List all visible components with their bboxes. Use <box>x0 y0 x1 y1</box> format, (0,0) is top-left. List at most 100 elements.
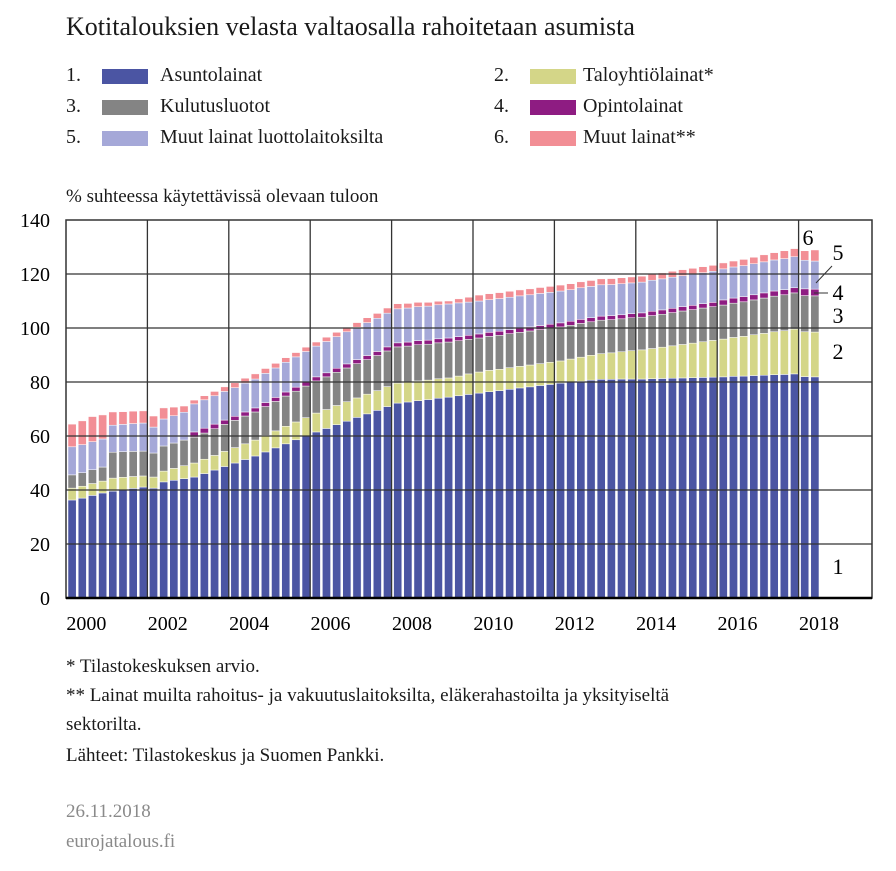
bar-segment-4 <box>373 351 382 356</box>
bar-segment-6 <box>393 303 403 310</box>
bar-segment-3 <box>281 395 291 427</box>
bar-segment-3 <box>484 336 494 371</box>
bar-segment-1 <box>607 379 616 599</box>
legend-number: 3. <box>66 95 81 117</box>
bar-segment-4 <box>454 336 464 341</box>
bar-segment-2 <box>545 362 555 385</box>
bar-segment-3 <box>159 445 169 472</box>
bar-segment-2 <box>322 409 331 429</box>
bar-segment-4 <box>250 407 260 413</box>
bar-segment-3 <box>444 341 453 379</box>
bar-segment-3 <box>311 380 321 414</box>
bar-segment-5 <box>128 423 138 452</box>
bar-segment-5 <box>322 341 331 374</box>
bar-segment-2 <box>759 333 769 376</box>
bar-segment-2 <box>423 379 433 400</box>
bar-segment-3 <box>688 309 698 344</box>
bar-segment-3 <box>413 344 423 382</box>
bar-segment-4 <box>362 355 372 360</box>
bar-segment-5 <box>556 290 565 324</box>
bar-segment-4 <box>586 317 596 323</box>
bar-segment-2 <box>769 331 779 375</box>
bar-segment-5 <box>729 266 738 299</box>
bar-segment-4 <box>749 294 759 301</box>
bar-segment-6 <box>383 307 392 314</box>
bar-segment-6 <box>159 407 169 420</box>
bar-segment-6 <box>647 274 657 281</box>
legend-swatch <box>530 69 576 84</box>
bar-segment-4 <box>556 322 565 328</box>
bar-segment-3 <box>403 345 413 383</box>
bar-segment-6 <box>322 336 331 342</box>
bar-segment-6 <box>444 300 453 305</box>
bar-segment-2 <box>525 364 535 388</box>
bar-segment-3 <box>566 325 576 360</box>
bar-segment-4 <box>403 341 413 347</box>
bar-segment-4 <box>627 313 637 318</box>
bar-segment-5 <box>434 304 443 340</box>
bar-segment-4 <box>291 386 301 392</box>
bar-segment-6 <box>495 292 504 299</box>
bar-segment-4 <box>759 292 769 299</box>
bar-segment-1 <box>586 379 596 599</box>
bar-segment-5 <box>332 336 341 369</box>
bar-segment-5 <box>138 422 148 452</box>
bar-segment-3 <box>545 328 555 363</box>
bar-segment-2 <box>128 476 138 489</box>
bar-segment-6 <box>596 278 606 286</box>
bar-segment-3 <box>271 401 280 432</box>
bar-segment-5 <box>352 326 362 360</box>
bar-segment-4 <box>647 311 657 316</box>
legend-number: 4. <box>494 95 509 117</box>
bar-segment-4 <box>271 397 280 402</box>
legend-label: Muut lainat** <box>583 126 696 148</box>
bar-segment-4 <box>718 299 728 306</box>
bar-segment-6 <box>505 291 514 298</box>
bar-segment-2 <box>566 358 576 383</box>
bar-segment-6 <box>718 262 728 270</box>
bar-segment-1 <box>250 455 260 599</box>
bar-segment-5 <box>586 286 596 318</box>
bar-segment-1 <box>759 375 769 599</box>
legend-swatch <box>102 100 148 115</box>
bar-segment-6 <box>342 326 352 333</box>
bar-segment-3 <box>189 436 199 464</box>
bar-segment-3 <box>617 318 626 353</box>
bar-segment-4 <box>800 288 810 296</box>
bar-segment-1 <box>138 486 148 599</box>
bar-segment-3 <box>800 295 810 333</box>
bar-segment-5 <box>250 378 260 409</box>
bar-segment-2 <box>138 475 148 488</box>
bar-segment-5 <box>373 318 382 352</box>
bar-segment-3 <box>301 385 311 418</box>
bar-segment-3 <box>373 355 382 391</box>
bar-segment-6 <box>800 250 810 261</box>
bar-segment-2 <box>718 338 728 378</box>
bar-segment-6 <box>332 332 341 337</box>
bar-segment-2 <box>484 370 494 392</box>
bar-segment-3 <box>647 315 657 349</box>
bar-segment-5 <box>708 271 718 303</box>
bar-segment-1 <box>668 377 677 599</box>
bar-segment-5 <box>607 284 616 316</box>
bar-segment-4 <box>810 288 820 297</box>
bar-segment-5 <box>444 303 453 339</box>
bar-segment-4 <box>617 314 626 320</box>
bar-segment-5 <box>627 282 637 314</box>
bar-segment-2 <box>261 435 270 453</box>
bar-segment-2 <box>240 443 250 460</box>
bar-segment-4 <box>281 391 291 397</box>
bar-segment-2 <box>698 341 708 378</box>
bar-segment-1 <box>545 384 555 599</box>
bar-segment-5 <box>240 382 250 413</box>
bar-segment-3 <box>77 472 87 487</box>
bar-segment-6 <box>169 406 179 416</box>
bar-segment-3 <box>698 307 708 343</box>
bar-segment-6 <box>474 294 484 302</box>
bar-segment-6 <box>210 391 219 397</box>
bar-segment-3 <box>708 306 718 341</box>
bar-segment-3 <box>352 363 362 399</box>
bar-segment-4 <box>322 372 331 378</box>
bar-segment-3 <box>169 442 179 469</box>
bar-segment-5 <box>749 263 759 296</box>
